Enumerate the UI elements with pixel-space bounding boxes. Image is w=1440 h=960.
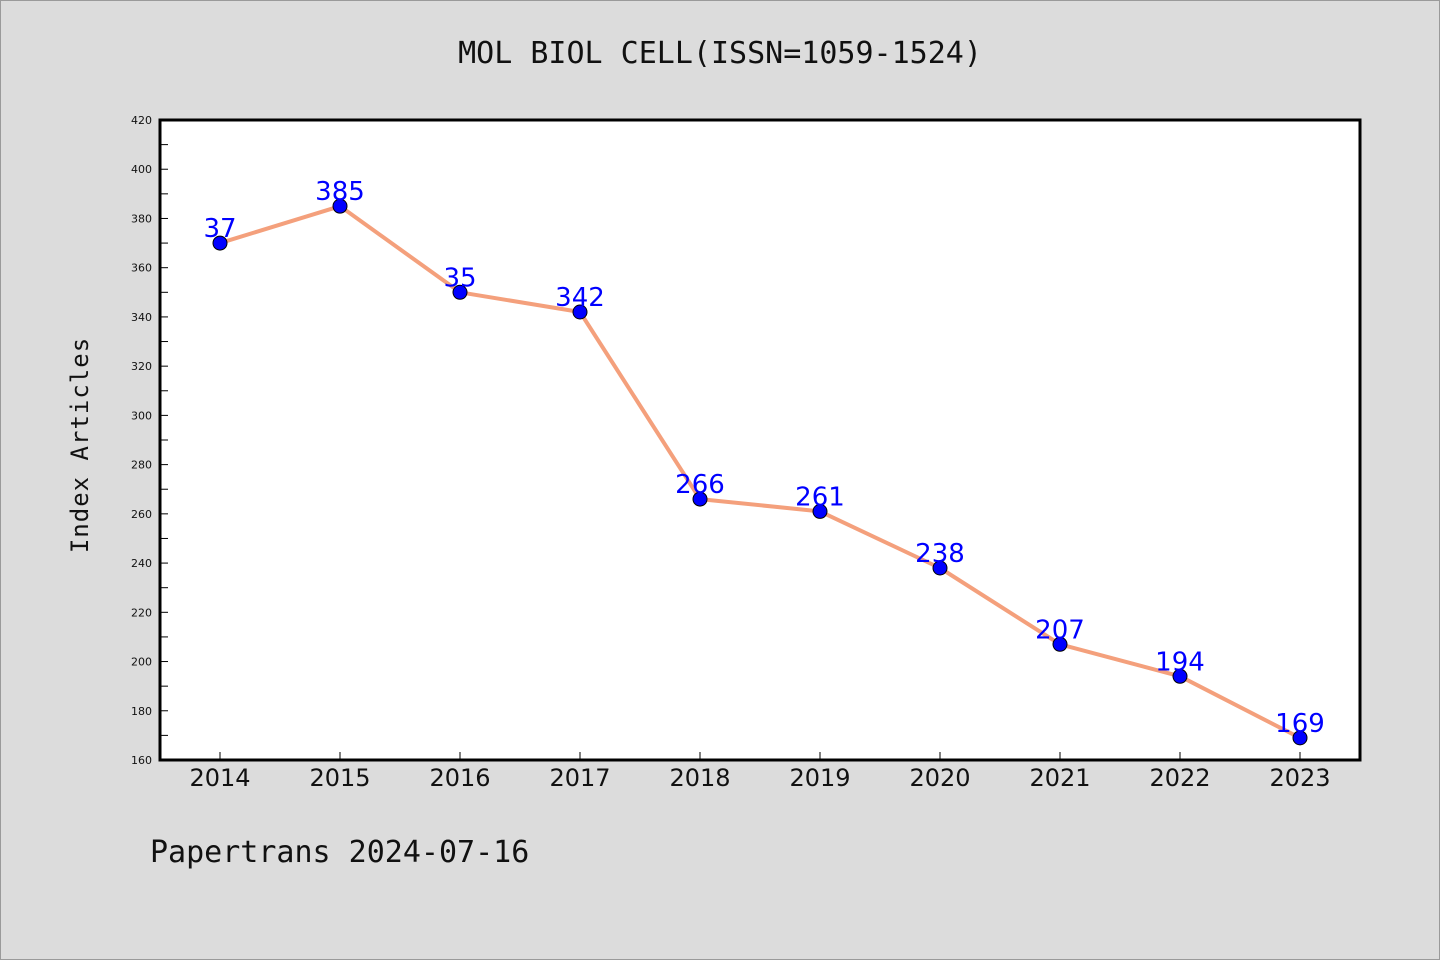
data-label: 266 [675,470,725,500]
x-tick-label: 2023 [1269,764,1330,792]
plot-area [158,118,1362,762]
y-tick-label: 420 [131,114,152,127]
y-tick-label: 320 [131,360,152,373]
y-tick-label: 200 [131,656,152,669]
data-label: 37 [203,214,236,244]
x-tick-label: 2017 [549,764,610,792]
data-label: 169 [1275,709,1325,739]
data-label: 261 [795,482,845,512]
data-point [212,235,228,251]
y-tick-label: 360 [131,262,152,275]
x-tick-label: 2016 [429,764,490,792]
data-point [1052,636,1068,652]
data-point [572,304,588,320]
y-tick-label: 260 [131,508,152,521]
y-tick-label: 180 [131,705,152,718]
data-point [1292,730,1308,746]
data-point [812,503,828,519]
footer-stamp: Papertrans 2024-07-16 [150,835,530,870]
x-tick-label: 2015 [309,764,370,792]
chart-title: MOL BIOL CELL(ISSN=1059-1524) [458,36,982,71]
x-tick-label: 2019 [789,764,850,792]
x-tick-label: 2021 [1029,764,1090,792]
y-tick-label: 380 [131,212,152,225]
data-point [452,284,468,300]
data-label: 342 [555,283,605,313]
series-line [219,204,1301,740]
data-label: 385 [315,177,365,207]
data-point [1172,668,1188,684]
data-label: 194 [1155,647,1205,677]
y-tick-label: 300 [131,409,152,422]
data-label: 207 [1035,615,1085,645]
y-tick-label: 340 [131,311,152,324]
y-tick-label: 220 [131,606,152,619]
data-point [692,491,708,507]
y-tick-label: 400 [131,163,152,176]
data-point [332,198,348,214]
y-tick-label: 240 [131,557,152,570]
y-tick-label: 160 [131,754,152,767]
data-label: 35 [443,263,476,293]
x-tick-label: 2014 [189,764,250,792]
x-tick-label: 2022 [1149,764,1210,792]
data-point [932,560,948,576]
x-tick-label: 2018 [669,764,730,792]
data-label: 238 [915,539,965,569]
y-tick-label: 280 [131,459,152,472]
x-tick-label: 2020 [909,764,970,792]
